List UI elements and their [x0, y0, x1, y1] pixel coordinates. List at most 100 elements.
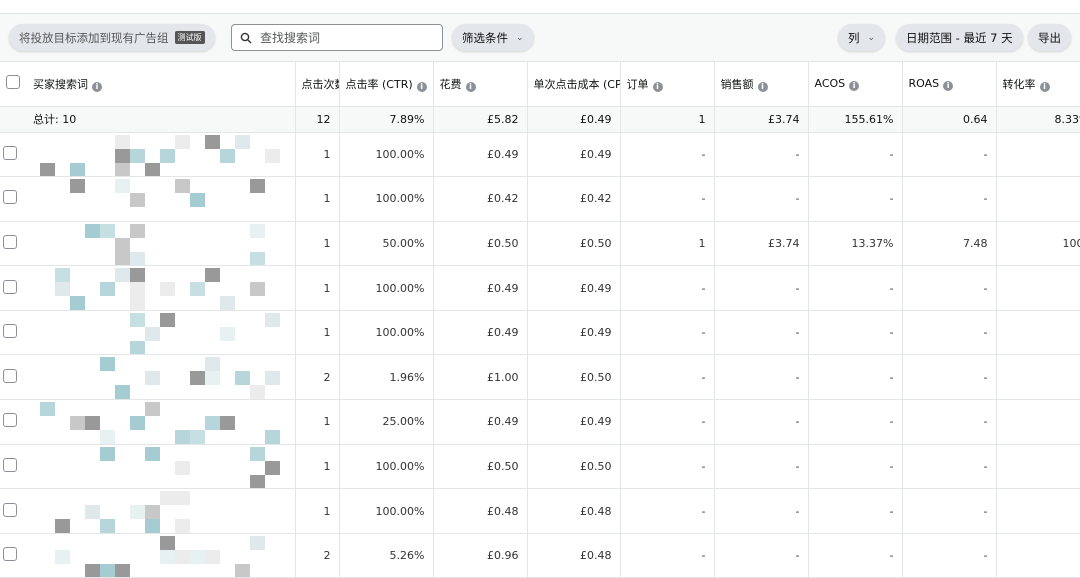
row-checkbox[interactable]: [3, 547, 17, 562]
header-clicks[interactable]: 点击次数: [295, 62, 340, 107]
info-icon[interactable]: i: [416, 81, 427, 92]
cell-cpc: £0.49: [527, 132, 621, 178]
filter-dropdown[interactable]: 筛选条件 ⌄: [452, 24, 534, 51]
mosaic-block: [130, 340, 145, 354]
table-row: 1 100.00% £0.48 £0.48- - - -: [0, 488, 1080, 534]
cell-acos: -: [808, 444, 903, 490]
select-all-checkbox[interactable]: [0, 62, 25, 107]
mosaic-block: [265, 148, 280, 163]
mosaic-block: [115, 385, 130, 399]
search-input[interactable]: 查找搜索词: [231, 24, 443, 51]
cell-spend: £0.96: [433, 533, 528, 578]
mosaic-block: [250, 251, 265, 265]
cell-sales: -: [714, 444, 809, 490]
mosaic-block: [100, 357, 115, 372]
cell-orders: -: [620, 399, 715, 445]
cell-acos: 13.37%: [808, 221, 903, 267]
redacted-mosaic: [25, 400, 294, 444]
mosaic-block: [265, 371, 280, 386]
redacted-mosaic: [25, 177, 294, 220]
cell-orders: -: [620, 533, 715, 578]
row-checkbox[interactable]: [3, 190, 17, 205]
header-roas[interactable]: ROAS i: [902, 62, 997, 107]
cell-cpc: £0.48: [527, 533, 621, 578]
total-conversion: 8.33%: [996, 106, 1080, 133]
mosaic-block: [220, 416, 235, 431]
row-checkbox[interactable]: [3, 234, 17, 249]
header-sales[interactable]: 销售额 i: [714, 62, 809, 107]
cell-spend: £0.49: [433, 399, 528, 445]
mosaic-block: [115, 237, 130, 252]
header-label: ACOS: [814, 76, 846, 90]
row-checkbox[interactable]: [3, 324, 17, 339]
mosaic-block: [130, 148, 145, 163]
header-conversion[interactable]: 转化率 i: [996, 62, 1080, 107]
row-checkbox[interactable]: [3, 145, 17, 160]
mosaic-block: [100, 563, 115, 577]
row-checkbox[interactable]: [3, 368, 17, 383]
header-spend[interactable]: 花费 i: [433, 62, 528, 107]
info-icon[interactable]: i: [652, 81, 663, 92]
info-icon[interactable]: i: [1039, 81, 1050, 92]
cell-spend: £0.49: [433, 265, 528, 311]
chevron-down-icon: ⌄: [516, 32, 524, 43]
info-icon[interactable]: i: [465, 81, 476, 92]
mosaic-block: [250, 282, 265, 297]
cell-spend: £0.50: [433, 444, 528, 490]
mosaic-block: [130, 312, 145, 327]
columns-dropdown[interactable]: 列 ⌄: [838, 24, 886, 51]
cell-clicks: 1: [295, 399, 340, 445]
header-label: 销售额: [720, 77, 754, 91]
redacted-mosaic: [25, 445, 294, 488]
mosaic-block: [70, 296, 85, 310]
info-icon[interactable]: i: [849, 80, 860, 91]
search-term-cell: [25, 354, 296, 401]
cell-spend: £1.00: [433, 354, 528, 401]
header-acos[interactable]: ACOS i: [808, 62, 903, 107]
mosaic-block: [85, 223, 100, 238]
cell-ctr: 100.00%: [339, 265, 434, 311]
beta-badge: 测试版: [174, 31, 205, 44]
mosaic-block: [130, 193, 145, 208]
row-checkbox[interactable]: [3, 457, 17, 472]
cell-roas: -: [902, 354, 997, 401]
info-icon[interactable]: i: [757, 81, 768, 92]
cell-clicks: 2: [295, 354, 340, 401]
export-button[interactable]: 导出: [1028, 24, 1071, 51]
mosaic-block: [175, 460, 190, 475]
cell-conversion: [996, 132, 1080, 178]
row-checkbox[interactable]: [3, 279, 17, 294]
mosaic-block: [190, 430, 205, 444]
header-label: 单次点击成本 (CPC): [533, 77, 620, 91]
header-orders[interactable]: 订单 i: [620, 62, 715, 107]
info-icon[interactable]: i: [943, 80, 954, 91]
cell-acos: -: [808, 310, 903, 356]
mosaic-block: [100, 223, 115, 238]
header-label: 转化率: [1002, 77, 1036, 91]
table-row: 1 100.00% £0.49 £0.49- - - -: [0, 265, 1080, 311]
cell-acos: -: [808, 399, 903, 445]
cell-ctr: 100.00%: [339, 310, 434, 356]
row-checkbox[interactable]: [3, 502, 17, 517]
mosaic-block: [220, 296, 235, 310]
mosaic-block: [205, 416, 220, 431]
table-row: 1 100.00% £0.50 £0.50- - - -: [0, 444, 1080, 490]
mosaic-block: [160, 491, 175, 506]
cell-clicks: 1: [295, 444, 340, 490]
add-targets-button[interactable]: 将投放目标添加到现有广告组 测试版: [9, 24, 215, 51]
mosaic-block: [40, 162, 55, 176]
header-cpc[interactable]: 单次点击成本 (CPC): [527, 62, 621, 107]
info-icon[interactable]: i: [92, 81, 102, 92]
cell-cpc: £0.42: [527, 176, 621, 222]
mosaic-block: [130, 223, 145, 238]
date-range-button[interactable]: 日期范围 - 最近 7 天: [896, 24, 1023, 51]
search-term-cell: [25, 444, 296, 490]
header-ctr[interactable]: 点击率 (CTR) i: [339, 62, 434, 107]
mosaic-block: [100, 430, 115, 444]
header-label: 订单: [626, 77, 649, 91]
columns-label: 列: [848, 30, 860, 45]
cell-ctr: 100.00%: [339, 444, 434, 490]
row-checkbox[interactable]: [3, 413, 17, 428]
search-term-cell: [25, 310, 296, 356]
header-search-term[interactable]: 买家搜索词 i: [25, 62, 296, 107]
